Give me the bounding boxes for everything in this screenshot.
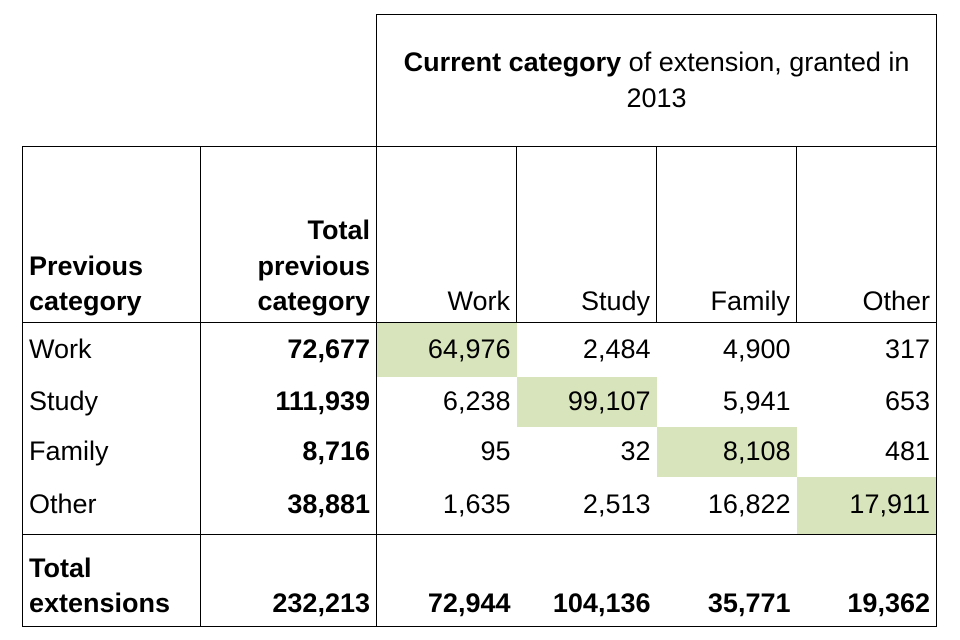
current-category-title: Current category of extension, granted i… [376,14,937,147]
row-total: 72,677 [200,322,377,377]
row-label: Work [22,322,201,377]
title-bold: Current category [403,47,622,78]
table-row: Other 38,881 1,635 2,513 16,822 17,911 [22,476,937,535]
table-row: Family 8,716 95 32 8,108 481 [22,426,937,477]
totals-value: 104,136 [516,534,657,627]
header-family: Family [656,146,797,323]
cell-value: 4,900 [656,322,797,377]
cell-value: 1,635 [376,476,517,535]
totals-total: 232,213 [200,534,377,627]
cell-value: 317 [796,322,937,377]
cell-value: 6,238 [442,385,511,416]
totals-row: Total extensions 232,213 72,944 104,136 … [22,534,937,627]
row-label: Family [22,426,201,477]
row-label: Other [22,476,201,535]
row-total: 111,939 [200,376,377,427]
cell-value: 8,108 [656,426,797,477]
cell-value: 653 [796,376,937,427]
totals-value: 72,944 [376,534,517,627]
title-rest: of extension, granted in 2013 [621,47,910,113]
header-other: Other [796,146,937,323]
cell-value: 64,976 [376,322,517,377]
header-work: Work [376,146,517,323]
row-total: 8,716 [200,426,377,477]
table-row: Study 111,939 6,238 99,107 5,941 653 [22,376,937,427]
cell-value: 5,941 [722,385,791,416]
row-label: Study [22,376,201,427]
header-study: Study [516,146,657,323]
empty-corner [23,15,201,147]
totals-value: 19,362 [796,534,937,627]
header-previous-category: Previous category [22,146,201,323]
row-total: 38,881 [200,476,377,535]
cell-value: 2,484 [516,322,657,377]
cell-value: 16,822 [656,476,797,535]
cell-value: 481 [796,426,937,477]
cell-value: 99,107 [516,376,657,427]
totals-value: 35,771 [656,534,797,627]
cell-value: 2,513 [516,476,657,535]
header-total-previous: Total previous category [200,146,377,323]
table-row: Work 72,677 64,976 2,484 4,900 317 [22,322,937,377]
extensions-table: Current category of extension, granted i… [22,14,937,627]
empty-corner [200,14,377,147]
cell-value: 95 [480,435,511,466]
cell-value: 32 [620,435,651,466]
totals-label: Total extensions [22,534,201,627]
cell-value: 17,911 [796,476,937,535]
